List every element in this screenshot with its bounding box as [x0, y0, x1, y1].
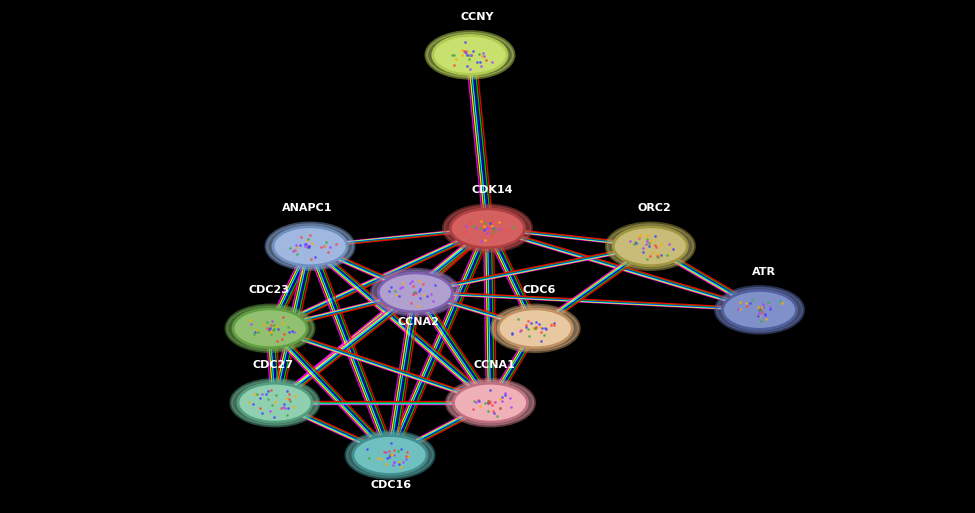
- Circle shape: [716, 287, 803, 333]
- Circle shape: [606, 223, 694, 269]
- Text: ANAPC1: ANAPC1: [282, 203, 332, 213]
- Circle shape: [450, 209, 525, 248]
- Text: CDC6: CDC6: [523, 285, 557, 295]
- Circle shape: [491, 305, 579, 351]
- Circle shape: [231, 380, 319, 426]
- Circle shape: [433, 35, 507, 74]
- Circle shape: [613, 227, 687, 266]
- Text: CCNA2: CCNA2: [398, 317, 439, 327]
- Text: CCNA1: CCNA1: [474, 360, 516, 370]
- Circle shape: [238, 383, 312, 422]
- Text: CDK14: CDK14: [471, 185, 513, 195]
- Circle shape: [266, 223, 354, 269]
- Circle shape: [226, 305, 314, 351]
- Text: CDC16: CDC16: [370, 480, 412, 489]
- Circle shape: [353, 436, 427, 475]
- Circle shape: [426, 32, 514, 78]
- Circle shape: [722, 290, 797, 329]
- Circle shape: [378, 273, 452, 312]
- Circle shape: [371, 269, 459, 315]
- Text: CCNY: CCNY: [460, 12, 494, 22]
- Text: CDC27: CDC27: [253, 360, 294, 370]
- Text: ORC2: ORC2: [638, 203, 672, 213]
- Text: ATR: ATR: [752, 267, 776, 277]
- Text: CDC23: CDC23: [249, 285, 289, 295]
- Circle shape: [233, 309, 307, 348]
- Circle shape: [453, 383, 527, 422]
- Circle shape: [346, 432, 434, 478]
- Circle shape: [498, 309, 572, 348]
- Circle shape: [444, 205, 531, 251]
- Circle shape: [447, 380, 534, 426]
- Circle shape: [273, 227, 347, 266]
